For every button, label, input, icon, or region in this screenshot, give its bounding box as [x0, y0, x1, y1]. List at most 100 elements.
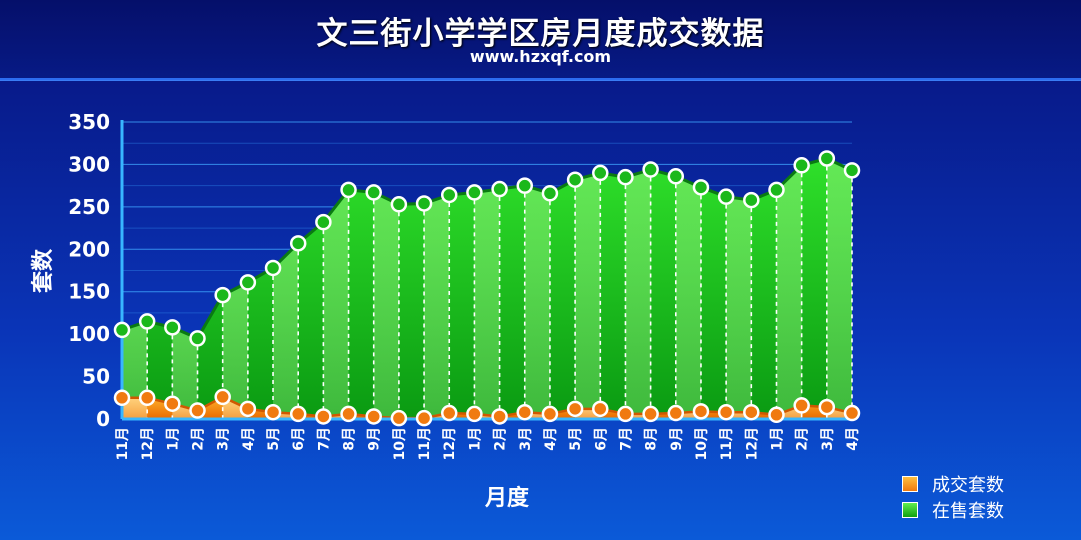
chart-subtitle: www.hzxqf.com: [469, 47, 612, 66]
x-tick-label: 12月: [442, 427, 458, 460]
x-axis-title: 月度: [484, 485, 530, 511]
area-stock-band: [273, 243, 299, 419]
x-tick-label: 7月: [316, 427, 332, 451]
area-chart: 0 50 100 150 200 250 300 350 11月 12月 1月 2月 3月 4月 5月 6月 7…: [30, 110, 861, 511]
point-stock: [264, 259, 282, 277]
point-deals: [415, 409, 433, 427]
point-stock: [466, 184, 483, 201]
area-stock-band: [424, 194, 450, 419]
x-tick-label: 1月: [769, 427, 785, 451]
point-deals: [743, 403, 760, 421]
point-stock: [365, 184, 382, 201]
x-tick-label: 11月: [115, 427, 131, 460]
x-tick-label: 2月: [795, 427, 811, 451]
point-stock: [566, 171, 584, 188]
y-tick-label: 200: [68, 237, 110, 261]
point-deals: [592, 400, 609, 418]
x-tick-label: 10月: [694, 427, 710, 460]
point-deals: [566, 400, 584, 418]
x-tick-label: 6月: [291, 427, 307, 451]
point-stock: [390, 196, 408, 213]
x-tick-label: 7月: [618, 427, 634, 451]
legend-item-stock: 在售套数: [902, 497, 1004, 523]
point-stock: [793, 157, 810, 174]
x-tick-label: 3月: [518, 427, 534, 451]
point-stock: [415, 195, 433, 212]
y-tick-label: 300: [68, 152, 110, 176]
point-deals: [516, 403, 534, 421]
y-tick-label: 350: [68, 110, 110, 134]
x-tick-label: 5月: [568, 427, 584, 451]
point-stock: [617, 168, 634, 186]
area-stock-band: [625, 169, 651, 419]
area-stock-band: [776, 165, 802, 419]
plot-panel: 0 50 100 150 200 250 300 350 11月 12月 1月 2月 3月 4月 5月 6月 7…: [0, 80, 1081, 540]
x-tick-label: 10月: [392, 427, 408, 460]
x-tick-label: 8月: [342, 427, 358, 451]
point-stock: [315, 213, 332, 231]
x-tick-label: 1月: [467, 427, 483, 451]
point-deals: [541, 405, 559, 423]
point-deals: [138, 389, 156, 407]
y-axis-title: 套数: [30, 248, 56, 293]
point-deals: [390, 409, 408, 427]
y-tick-label: 0: [96, 407, 110, 431]
x-tick-label: 4月: [845, 427, 861, 451]
chart-title: 文三街小学学区房月度成交数据: [316, 16, 765, 52]
point-stock: [768, 181, 785, 199]
legend-swatch-stock: [902, 502, 918, 518]
area-stock-band: [675, 176, 701, 419]
area-stock-band: [373, 192, 399, 419]
point-stock: [642, 161, 659, 178]
point-deals: [692, 403, 710, 420]
point-deals: [642, 405, 659, 423]
x-tick-label: 4月: [241, 427, 257, 451]
point-stock: [516, 177, 534, 194]
x-tick-label: 3月: [820, 427, 836, 451]
area-stock-band: [474, 189, 500, 419]
point-stock: [138, 313, 156, 330]
area-stock-band: [524, 185, 550, 419]
point-stock: [717, 188, 735, 205]
x-tick-label: 4月: [543, 427, 559, 451]
point-deals: [189, 402, 206, 419]
point-stock: [340, 181, 357, 199]
point-stock: [692, 179, 710, 196]
point-deals: [667, 404, 685, 422]
x-tick-label: 9月: [367, 427, 383, 451]
point-stock: [592, 164, 609, 182]
point-deals: [617, 405, 634, 423]
point-deals: [365, 408, 382, 425]
point-stock: [440, 186, 458, 204]
area-stock-band: [575, 172, 601, 419]
point-stock: [189, 330, 206, 347]
legend-label-stock: 在售套数: [932, 501, 1004, 522]
y-tick-label: 150: [68, 280, 110, 304]
x-tick-label: 12月: [744, 427, 760, 460]
area-stock-band: [323, 189, 349, 419]
legend-swatch-deals: [902, 476, 918, 492]
x-tick-label: 11月: [719, 427, 735, 460]
legend: 成交套数 在售套数: [902, 471, 1004, 523]
point-stock: [818, 150, 836, 167]
point-deals: [818, 398, 836, 416]
legend-item-deals: 成交套数: [902, 471, 1004, 497]
point-deals: [289, 405, 307, 423]
point-deals: [793, 397, 810, 414]
point-stock: [541, 185, 559, 202]
area-stock-band: [222, 282, 248, 419]
y-tick-label: 250: [68, 195, 110, 219]
area-stock-band: [826, 158, 852, 419]
x-tick-label: 11月: [417, 427, 433, 460]
x-tick-label: 2月: [191, 427, 207, 451]
point-deals: [440, 404, 458, 422]
point-deals: [214, 388, 231, 406]
x-tick-label: 8月: [644, 427, 660, 451]
point-deals: [164, 395, 181, 412]
point-stock: [113, 321, 131, 339]
point-deals: [264, 403, 282, 421]
point-stock: [289, 235, 307, 252]
point-deals: [239, 400, 257, 418]
x-tick-label: 12月: [140, 427, 156, 460]
